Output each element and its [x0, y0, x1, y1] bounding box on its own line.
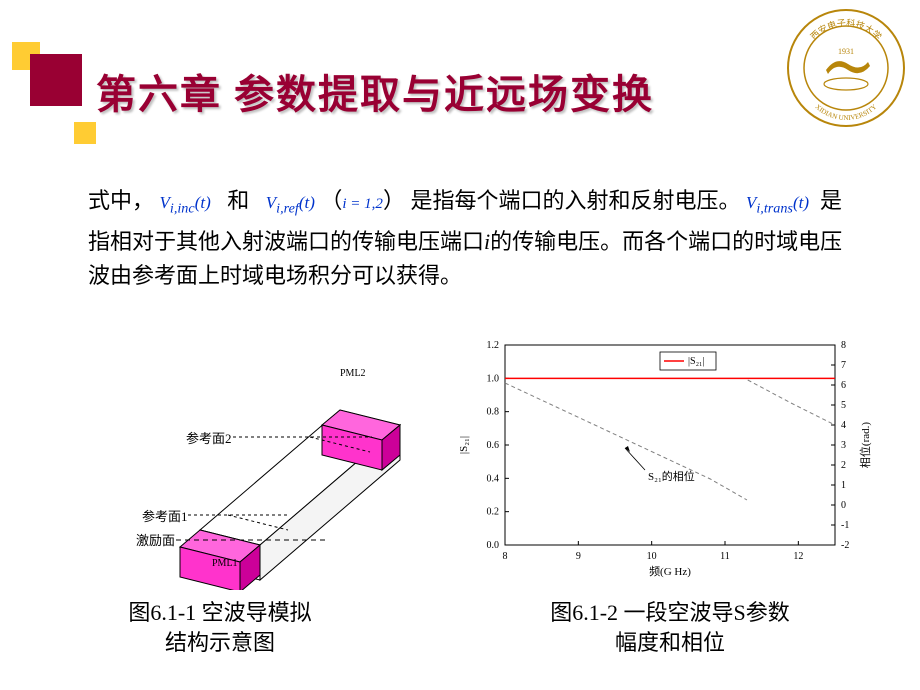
svg-text:-2: -2 — [841, 540, 849, 551]
label-pml1: PML1 — [212, 558, 238, 569]
svg-text:S₂₁的相位: S₂₁的相位 — [648, 469, 695, 483]
page-title: 第六章 参数提取与近远场变换 — [96, 62, 654, 120]
svg-text:5: 5 — [841, 400, 846, 411]
svg-text:相位(rad.): 相位(rad.) — [858, 422, 872, 468]
svg-text:8: 8 — [503, 551, 508, 562]
text: 式中， — [88, 188, 154, 213]
svg-text:4: 4 — [841, 420, 846, 431]
caption-left: 图6.1-1 空波导模拟 结构示意图 — [0, 598, 440, 658]
svg-text:6: 6 — [841, 380, 846, 391]
svg-text:9: 9 — [576, 551, 581, 562]
svg-text:10: 10 — [647, 551, 657, 562]
decor-square-yellow-2 — [74, 122, 96, 144]
text: （ — [320, 188, 342, 213]
label-excitation: 激励面 — [136, 530, 175, 549]
text: 和 — [227, 188, 249, 213]
university-seal: 西安电子科技大学 XIDIAN UNIVERSITY 1931 — [786, 8, 906, 128]
figure-chart: 0.00.20.40.60.81.01.2-2-1012345678891011… — [450, 330, 880, 590]
text: ） — [383, 188, 405, 213]
svg-text:7: 7 — [841, 360, 846, 371]
body-paragraph: 式中， Vi,inc(t) 和 Vi,ref(t) （i = 1,2） 是指每个… — [88, 184, 848, 293]
svg-text:-1: -1 — [841, 520, 849, 531]
svg-text:1.0: 1.0 — [487, 373, 500, 384]
svg-text:3: 3 — [841, 440, 846, 451]
label-pml2: PML2 — [340, 368, 366, 379]
svg-text:1931: 1931 — [838, 47, 854, 56]
waveguide-svg — [60, 330, 450, 590]
label-ref1: 参考面1 — [142, 506, 188, 525]
svg-text:1.2: 1.2 — [487, 340, 500, 351]
svg-text:|S₂₁|: |S₂₁| — [688, 356, 705, 367]
svg-text:12: 12 — [793, 551, 803, 562]
svg-text:8: 8 — [841, 340, 846, 351]
svg-text:0.8: 0.8 — [487, 407, 500, 418]
label-ref2: 参考面2 — [186, 428, 232, 447]
svg-text:0.6: 0.6 — [487, 440, 500, 451]
svg-text:1: 1 — [841, 480, 846, 491]
svg-text:|S₂₁|: |S₂₁| — [458, 436, 470, 454]
decor-square-red — [30, 54, 82, 106]
svg-text:11: 11 — [720, 551, 730, 562]
svg-text:XIDIAN UNIVERSITY: XIDIAN UNIVERSITY — [814, 103, 879, 122]
caption-left-2: 结构示意图 — [0, 628, 440, 658]
caption-left-1: 图6.1-1 空波导模拟 — [0, 598, 440, 628]
chart-svg: 0.00.20.40.60.81.01.2-2-1012345678891011… — [450, 330, 880, 590]
var-v-inc: Vi,inc(t) — [160, 193, 211, 212]
caption-right: 图6.1-2 一段空波导S参数 幅度和相位 — [440, 598, 900, 658]
caption-right-2: 幅度和相位 — [440, 628, 900, 658]
var-v-ref: Vi,ref(t) — [266, 193, 315, 212]
var-v-trans: Vi,trans(t) — [746, 193, 809, 212]
text: 是指每个端口的入射和反射电压。 — [410, 188, 740, 213]
svg-text:0.0: 0.0 — [487, 540, 500, 551]
svg-text:0: 0 — [841, 500, 846, 511]
figure-waveguide: PML2 参考面2 参考面1 激励面 PML1 — [60, 330, 450, 590]
svg-text:西安电子科技大学: 西安电子科技大学 — [809, 17, 885, 42]
caption-row: 图6.1-1 空波导模拟 结构示意图 图6.1-2 一段空波导S参数 幅度和相位 — [0, 598, 920, 658]
svg-text:0.4: 0.4 — [487, 473, 500, 484]
figure-row: PML2 参考面2 参考面1 激励面 PML1 0.0 0.2 0.4 0.6 0.8 1… — [60, 330, 880, 590]
svg-text:0.2: 0.2 — [487, 507, 500, 518]
svg-text:频(G Hz): 频(G Hz) — [649, 564, 691, 578]
var-i-range: i = 1,2 — [342, 196, 383, 212]
svg-text:2: 2 — [841, 460, 846, 471]
caption-right-1: 图6.1-2 一段空波导S参数 — [440, 598, 900, 628]
